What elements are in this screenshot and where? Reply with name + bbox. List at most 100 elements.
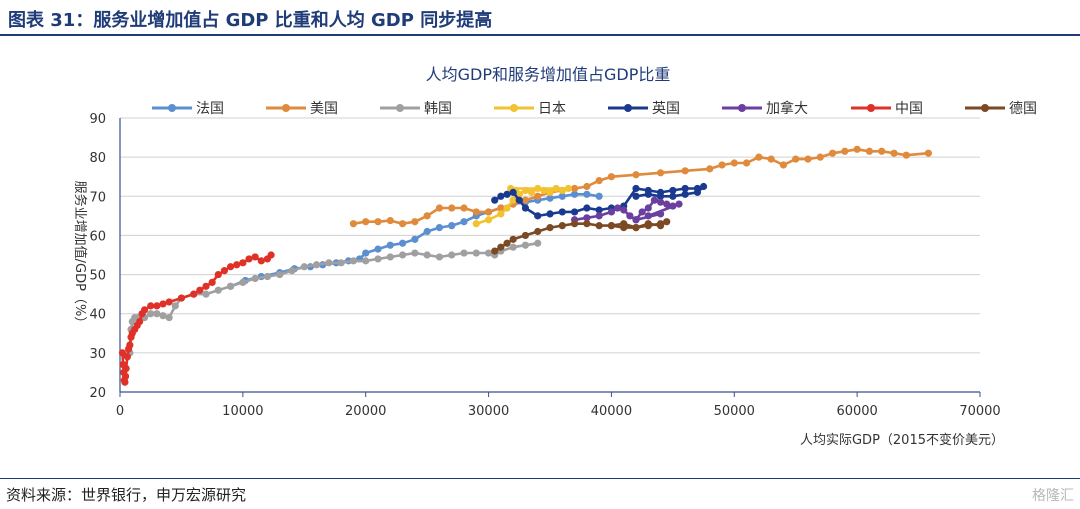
data-point (202, 282, 210, 290)
data-point (699, 182, 708, 191)
data-point (755, 153, 763, 161)
data-point (165, 314, 173, 322)
data-point (121, 378, 129, 386)
data-point (828, 149, 837, 157)
data-point (257, 257, 265, 265)
data-point (527, 188, 536, 196)
data-point (140, 306, 149, 314)
data-point (681, 190, 689, 198)
data-point (706, 165, 714, 173)
data-point (214, 286, 222, 294)
data-point (669, 202, 677, 210)
data-point (546, 194, 554, 202)
data-point (607, 208, 616, 216)
data-point (607, 222, 616, 230)
data-point (558, 208, 566, 216)
data-point (656, 169, 665, 177)
data-point (865, 147, 874, 155)
data-point (423, 251, 431, 259)
series-加拿大 (570, 196, 683, 224)
data-point (325, 259, 333, 267)
data-point (263, 272, 272, 281)
footer-rule (0, 478, 1080, 479)
data-point (816, 153, 824, 161)
data-point (595, 222, 603, 230)
legend-swatch-marker (867, 104, 875, 112)
data-point (226, 263, 235, 271)
y-tick-label: 50 (89, 269, 106, 284)
data-point (472, 220, 480, 228)
data-point (570, 220, 579, 228)
data-point (632, 216, 640, 224)
data-point (159, 312, 167, 320)
data-point (491, 247, 499, 255)
data-point (374, 245, 382, 253)
series-line (128, 242, 538, 353)
data-point (411, 235, 419, 243)
data-point (632, 171, 640, 179)
data-point (924, 149, 933, 157)
data-point (718, 161, 726, 169)
legend-label: 美国 (310, 101, 338, 117)
y-tick-label: 80 (89, 151, 106, 166)
data-point (171, 302, 179, 310)
x-tick-label: 30000 (468, 404, 509, 419)
data-point (583, 182, 591, 191)
data-point (902, 151, 910, 159)
data-point (233, 261, 241, 269)
data-point (509, 188, 517, 196)
y-tick-label: 70 (89, 190, 106, 205)
data-point (681, 167, 689, 175)
data-point (681, 184, 689, 193)
plot-area (118, 145, 933, 386)
data-point (595, 212, 603, 220)
data-point (497, 204, 505, 212)
data-point (632, 192, 640, 200)
gridlines (120, 117, 980, 354)
data-point (792, 155, 800, 163)
data-point (398, 251, 407, 259)
data-point (534, 212, 542, 220)
data-point (153, 302, 161, 310)
data-point (583, 220, 591, 228)
data-point (214, 270, 222, 279)
data-point (121, 372, 130, 380)
x-tick-label: 20000 (345, 404, 386, 419)
data-point (196, 286, 204, 294)
data-point (362, 257, 370, 265)
data-point (239, 259, 247, 267)
legend-label: 英国 (652, 100, 680, 117)
data-point (804, 155, 812, 163)
data-point (521, 241, 530, 249)
data-point (632, 184, 640, 193)
data-point (503, 190, 511, 198)
data-point (288, 267, 296, 275)
legend-swatch-marker (396, 104, 404, 112)
data-point (626, 212, 634, 220)
data-point (147, 310, 155, 318)
legend-label: 韩国 (424, 101, 452, 117)
data-point (613, 204, 622, 212)
data-point (644, 190, 652, 198)
x-tick-label: 70000 (959, 404, 1000, 419)
data-point (669, 186, 677, 195)
watermark: 格隆汇 (1032, 488, 1074, 504)
y-tick-label: 90 (89, 112, 106, 127)
data-point (767, 155, 775, 163)
legend-item: 德国 (965, 101, 1037, 117)
axes: 20 30 40 50 60 70 80 90 0 10000 20000 30000 40000 500… (89, 112, 1000, 419)
legend-item: 加拿大 (722, 100, 808, 117)
data-point (435, 204, 444, 212)
legend-label: 中国 (895, 101, 923, 117)
data-point (656, 198, 665, 206)
figure-title: 图表 31：服务业增加值占 GDP 比重和人均 GDP 同步提高 (8, 10, 493, 31)
data-point (595, 192, 603, 200)
data-point (448, 222, 456, 230)
data-point (245, 255, 253, 263)
data-point (312, 261, 321, 269)
data-point (177, 294, 186, 302)
data-point (239, 278, 247, 286)
data-point (546, 210, 554, 218)
data-point (503, 239, 511, 247)
